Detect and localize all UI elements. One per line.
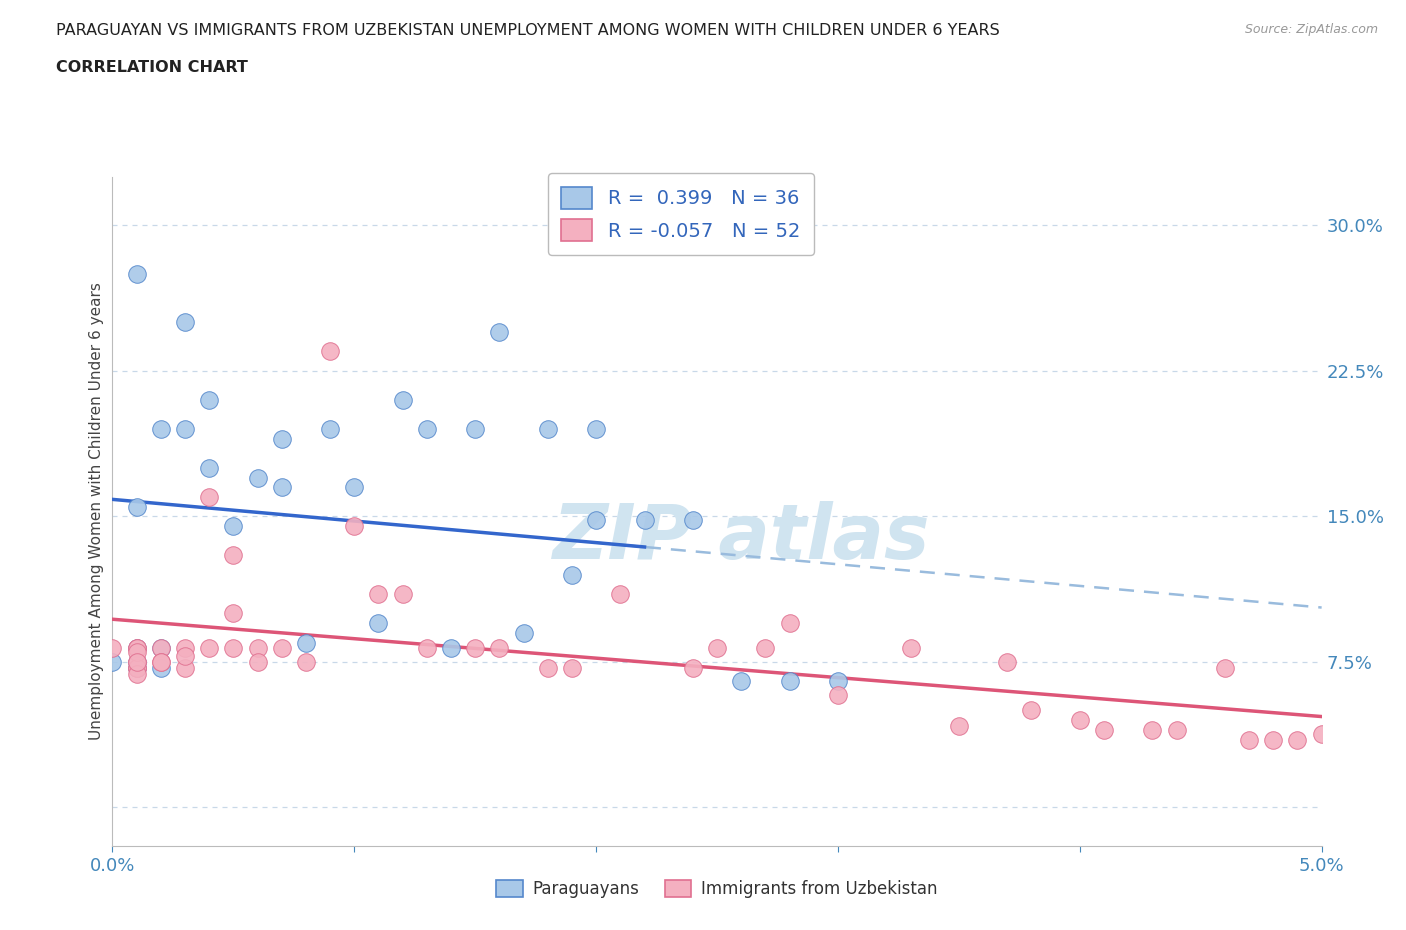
Point — [319, 421, 342, 436]
Point — [198, 460, 221, 475]
Point — [149, 641, 172, 656]
Point — [101, 641, 124, 656]
Point — [488, 641, 510, 656]
Point — [1237, 732, 1260, 747]
Point — [125, 266, 148, 281]
Point — [149, 421, 172, 436]
Point — [1213, 660, 1236, 675]
Point — [125, 499, 148, 514]
Point — [391, 587, 413, 602]
Point — [1142, 723, 1164, 737]
Point — [1263, 732, 1285, 747]
Point — [367, 587, 389, 602]
Point — [1310, 726, 1333, 741]
Point — [585, 421, 607, 436]
Point — [222, 519, 245, 534]
Point — [464, 641, 486, 656]
Point — [246, 655, 269, 670]
Point — [125, 660, 148, 675]
Point — [706, 641, 728, 656]
Point — [174, 648, 197, 663]
Point — [561, 567, 583, 582]
Point — [149, 660, 172, 675]
Point — [1166, 723, 1188, 737]
Point — [198, 392, 221, 407]
Point — [537, 660, 560, 675]
Point — [270, 432, 292, 446]
Text: Source: ZipAtlas.com: Source: ZipAtlas.com — [1244, 23, 1378, 36]
Point — [270, 641, 292, 656]
Point — [174, 315, 197, 330]
Point — [174, 660, 197, 675]
Point — [682, 512, 704, 527]
Point — [319, 344, 342, 359]
Point — [682, 660, 704, 675]
Point — [512, 625, 534, 640]
Point — [295, 655, 318, 670]
Text: ZIP atlas: ZIP atlas — [553, 501, 929, 576]
Point — [125, 660, 148, 675]
Point — [561, 660, 583, 675]
Point — [149, 655, 172, 670]
Point — [174, 641, 197, 656]
Point — [222, 641, 245, 656]
Point — [125, 644, 148, 659]
Point — [125, 655, 148, 670]
Point — [149, 655, 172, 670]
Point — [1092, 723, 1115, 737]
Point — [440, 641, 463, 656]
Point — [125, 641, 148, 656]
Point — [125, 655, 148, 670]
Point — [343, 480, 366, 495]
Point — [416, 421, 439, 436]
Point — [125, 641, 148, 656]
Point — [1069, 712, 1091, 727]
Text: CORRELATION CHART: CORRELATION CHART — [56, 60, 247, 75]
Point — [585, 512, 607, 527]
Point — [900, 641, 922, 656]
Point — [1021, 703, 1043, 718]
Point — [827, 687, 849, 702]
Legend: Paraguayans, Immigrants from Uzbekistan: Paraguayans, Immigrants from Uzbekistan — [489, 873, 945, 905]
Point — [488, 325, 510, 339]
Point — [367, 616, 389, 631]
Point — [1286, 732, 1309, 747]
Point — [827, 674, 849, 689]
Point — [948, 719, 970, 734]
Point — [198, 489, 221, 504]
Point — [464, 421, 486, 436]
Point — [779, 674, 801, 689]
Point — [343, 519, 366, 534]
Point — [391, 392, 413, 407]
Point — [416, 641, 439, 656]
Point — [270, 480, 292, 495]
Point — [101, 655, 124, 670]
Point — [633, 512, 655, 527]
Point — [995, 655, 1018, 670]
Point — [246, 641, 269, 656]
Y-axis label: Unemployment Among Women with Children Under 6 years: Unemployment Among Women with Children U… — [89, 283, 104, 740]
Point — [222, 548, 245, 563]
Text: PARAGUAYAN VS IMMIGRANTS FROM UZBEKISTAN UNEMPLOYMENT AMONG WOMEN WITH CHILDREN : PARAGUAYAN VS IMMIGRANTS FROM UZBEKISTAN… — [56, 23, 1000, 38]
Point — [609, 587, 631, 602]
Point — [246, 470, 269, 485]
Point — [125, 660, 148, 675]
Point — [295, 635, 318, 650]
Point — [222, 606, 245, 621]
Point — [730, 674, 752, 689]
Point — [149, 641, 172, 656]
Point — [125, 666, 148, 681]
Point — [198, 641, 221, 656]
Point — [125, 655, 148, 670]
Point — [537, 421, 560, 436]
Point — [754, 641, 776, 656]
Point — [779, 616, 801, 631]
Point — [125, 641, 148, 656]
Point — [174, 421, 197, 436]
